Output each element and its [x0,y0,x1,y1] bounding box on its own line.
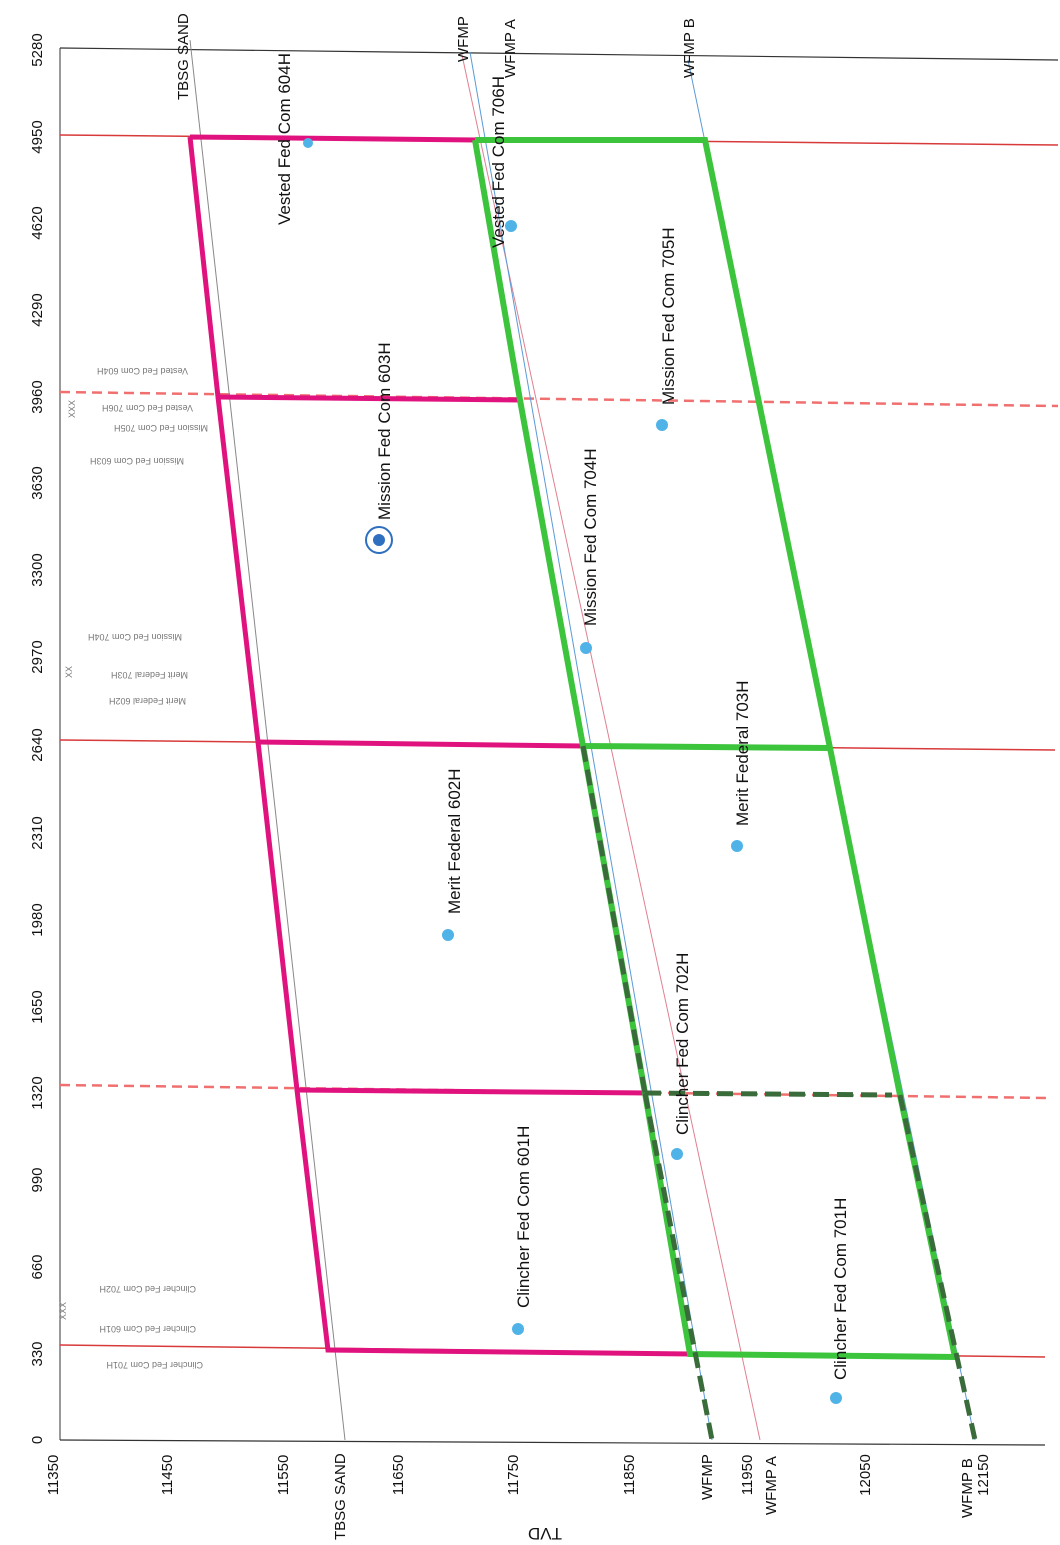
well-dot-merit-703h [731,840,743,852]
well-label-clincher-702h: Clincher Fed Com 702H [673,953,692,1135]
well-dot-clincher-601h [512,1323,524,1335]
tvd-tick-11450: 11450 [159,1455,176,1496]
well-labels: Vested Fed Com 604H Vested Fed Com 706H … [275,53,850,1380]
well-ring-mission-603h [365,526,393,554]
sidenote-top-2: Vested Fed Com 706H [102,403,193,413]
sidenote-x-marks-mid: XX [64,666,74,678]
well-label-clincher-701h: Clincher Fed Com 701H [831,1198,850,1380]
tvd-tick-11550: 11550 [275,1455,292,1496]
tvd-tick-12050: 12050 [857,1454,874,1496]
tvd-axis-labels: 11350 11450 11550 11650 11750 11850 1195… [45,1454,992,1543]
sidenote-mid-1: Mission Fed Com 704H [88,632,182,642]
sidenote-group-top: Vested Fed Com 604H Vested Fed Com 706H … [67,366,208,466]
sidenote-x-marks-top: XXX [67,400,77,418]
tbsg-divider-2 [257,739,584,749]
sidenote-bottom-2: Clincher Fed Com 601H [99,1324,196,1334]
well-label-merit-703h: Merit Federal 703H [733,680,752,826]
wfmp-dashed-lines [580,745,978,1441]
dist-tick-1650: 1650 [29,990,46,1023]
tvd-axis-title: TVD [528,1524,562,1543]
formation-labels: TBSG SAND TBSG SAND WFMP WFMP A WFMP B W… [175,13,976,1540]
dist-tick-2970: 2970 [29,640,46,673]
tvd-tick-11350: 11350 [45,1455,62,1496]
tvd-tick-12150: 12150 [975,1454,992,1496]
well-dot-mission-603h [373,534,385,546]
sidenote-group-mid: Mission Fed Com 704H Merit Federal 703H … [64,632,188,706]
well-dot-vested-706h [505,220,517,232]
sidenote-bottom-3: Clincher Fed Com 701H [106,1360,203,1370]
well-label-mission-603h: Mission Fed Com 603H [375,342,394,520]
wfmp-a-bottom-label: WFMP A [763,1456,780,1515]
dist-tick-3300: 3300 [29,553,46,586]
tbsg-divider-3 [296,1087,646,1096]
section-dash-3960 [59,390,1059,408]
well-label-merit-602h: Merit Federal 602H [445,768,464,914]
well-dot-mission-705h [656,419,668,431]
wfmp-dash-left [642,1092,715,1441]
wfmp-a-top-label: WFMP A [502,19,519,78]
distance-axis-labels: 0 330 660 990 1320 1650 1980 2310 2640 2… [29,33,46,1444]
dist-tick-0: 0 [29,1436,46,1444]
sidenote-top-1: Vested Fed Com 604H [97,366,188,376]
wfmp-outline [472,137,959,1361]
sidenote-bottom-1: Clincher Fed Com 702H [99,1284,196,1294]
dist-tick-1320: 1320 [29,1076,46,1109]
well-label-clincher-601h: Clincher Fed Com 601H [514,1126,533,1308]
tvd-tick-11950: 11950 [739,1455,756,1496]
dist-tick-2640: 2640 [29,728,46,761]
tbsg-sand-top-label: TBSG SAND [175,13,192,100]
well-label-vested-706h: Vested Fed Com 706H [489,76,508,248]
wfmp-dash-divider [644,1090,893,1098]
tvd-tick-11750: 11750 [505,1455,522,1496]
dist-tick-4620: 4620 [29,206,46,239]
well-dot-clincher-702h [671,1148,683,1160]
sidenote-mid-2: Merit Federal 703H [111,670,188,680]
tbsg-divider-1 [217,394,521,403]
dist-tick-4950: 4950 [29,120,46,153]
sidenote-mid-3: Merit Federal 602H [109,696,186,706]
sidenote-x-marks-bottom: XXX [58,1302,68,1320]
wfmp-dash-left-upper [580,745,648,1094]
sidenote-top-4: Mission Fed Com 603H [90,456,184,466]
tvd-axis-bottom-line [59,1439,1046,1446]
dist-tick-5280: 5280 [29,33,46,66]
well-dot-vested-604h [303,138,313,148]
well-label-mission-704h: Mission Fed Com 704H [581,448,600,626]
sidenote-group-bottom: Clincher Fed Com 702H Clincher Fed Com 6… [58,1284,203,1370]
tvd-axis-top-line [59,47,1059,61]
well-dot-mission-704h [580,642,592,654]
well-dot-clincher-701h [830,1392,842,1404]
dist-tick-330: 330 [29,1341,46,1366]
sidenote-top-3: Mission Fed Com 705H [114,423,208,433]
dist-tick-660: 660 [29,1254,46,1279]
tvd-tick-11850: 11850 [621,1455,638,1496]
wfmp-top-label: WFMP [455,16,472,62]
wfmp-b-bottom-label: WFMP B [959,1458,976,1518]
dist-tick-1980: 1980 [29,903,46,936]
well-label-vested-604h: Vested Fed Com 604H [275,53,294,225]
wfmp-unit-boxes [472,137,959,1361]
dist-tick-3630: 3630 [29,466,46,499]
wfmp-divider-1 [582,743,831,751]
dist-tick-990: 990 [29,1167,46,1192]
well-label-mission-705h: Mission Fed Com 705H [659,227,678,405]
well-markers [303,138,842,1404]
dist-tick-2310: 2310 [29,816,46,849]
tbsg-sand-bottom-label: TBSG SAND [332,1453,349,1540]
dist-tick-3960: 3960 [29,380,46,413]
wfmp-b-top-label: WFMP B [681,18,698,78]
wfmp-dash-right [897,1094,978,1441]
well-dot-merit-602h [442,929,454,941]
tvd-tick-11650: 11650 [390,1455,407,1496]
dist-tick-4290: 4290 [29,293,46,326]
wfmp-bottom-label: WFMP [699,1454,716,1500]
